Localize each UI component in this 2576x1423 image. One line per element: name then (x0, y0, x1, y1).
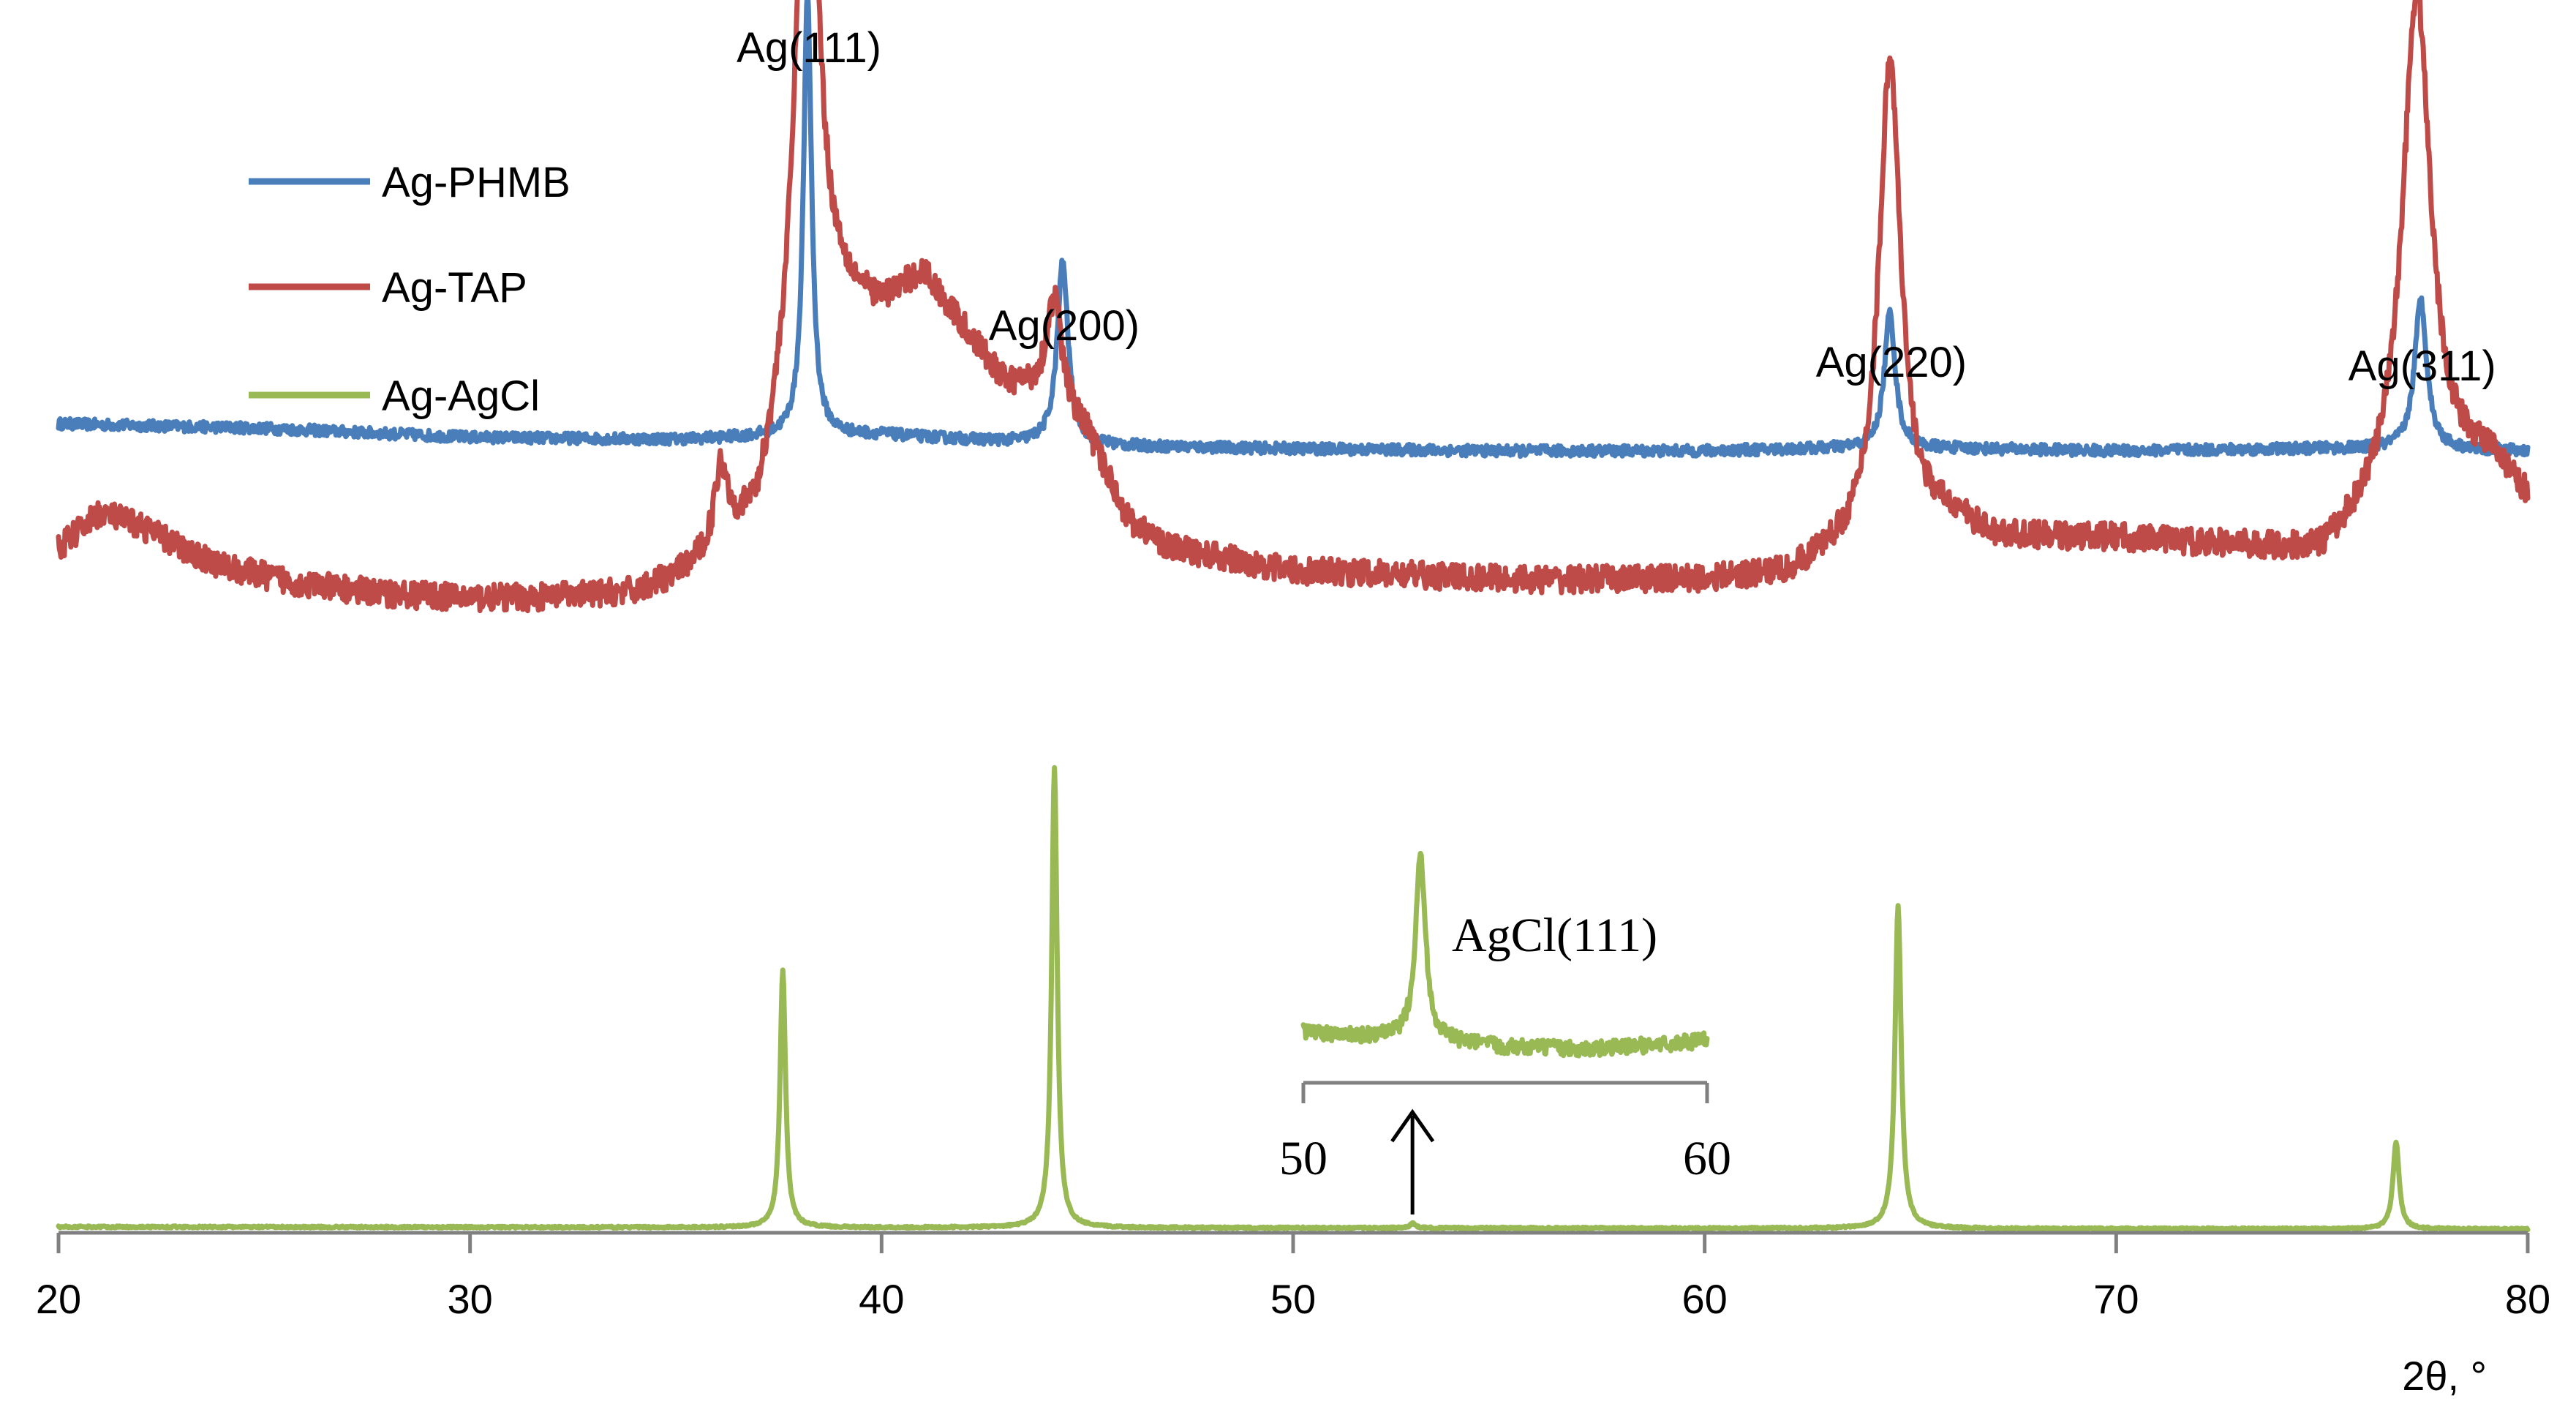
inset-arrow-head (1390, 1108, 1435, 1143)
series-lines (56, 0, 2531, 1233)
inset-tick-label: 60 (1683, 1132, 1731, 1185)
peak-label: Ag(220) (1816, 339, 1967, 386)
agcl-inset: 50 60 AgCl(111) (1279, 851, 1731, 1214)
x-tick-label: 70 (2093, 1276, 2139, 1322)
x-tick-label: 80 (2505, 1276, 2550, 1322)
x-tick-label: 20 (36, 1276, 81, 1322)
inset-tick-label: 50 (1279, 1132, 1327, 1185)
x-tick-label: 50 (1270, 1276, 1316, 1322)
x-axis-title: 2θ, ° (2402, 1353, 2487, 1399)
x-tick-label: 40 (859, 1276, 904, 1322)
legend: Ag-PHMB Ag-TAP Ag-AgCl (249, 159, 570, 420)
inset-series-line (1300, 851, 1710, 1059)
series-line-ag-tap (56, 0, 2531, 614)
peak-label: Ag(311) (2349, 342, 2496, 390)
x-tick-label: 30 (448, 1276, 493, 1322)
legend-label: Ag-AgCl (382, 372, 540, 420)
series-line-ag-agcl (56, 765, 2531, 1233)
x-tick-label: 60 (1682, 1276, 1728, 1322)
peak-annotations: Ag(111) Ag(200) Ag(220) Ag(311) (737, 24, 2496, 390)
peak-label: Ag(200) (989, 302, 1140, 350)
legend-label: Ag-PHMB (382, 159, 570, 206)
legend-label: Ag-TAP (382, 264, 527, 312)
inset-peak-label: AgCl(111) (1452, 909, 1657, 962)
series-line-ag-phmb (56, 0, 2531, 459)
x-axis: 20 30 40 50 60 70 80 (36, 1231, 2550, 1322)
peak-label: Ag(111) (737, 24, 881, 72)
